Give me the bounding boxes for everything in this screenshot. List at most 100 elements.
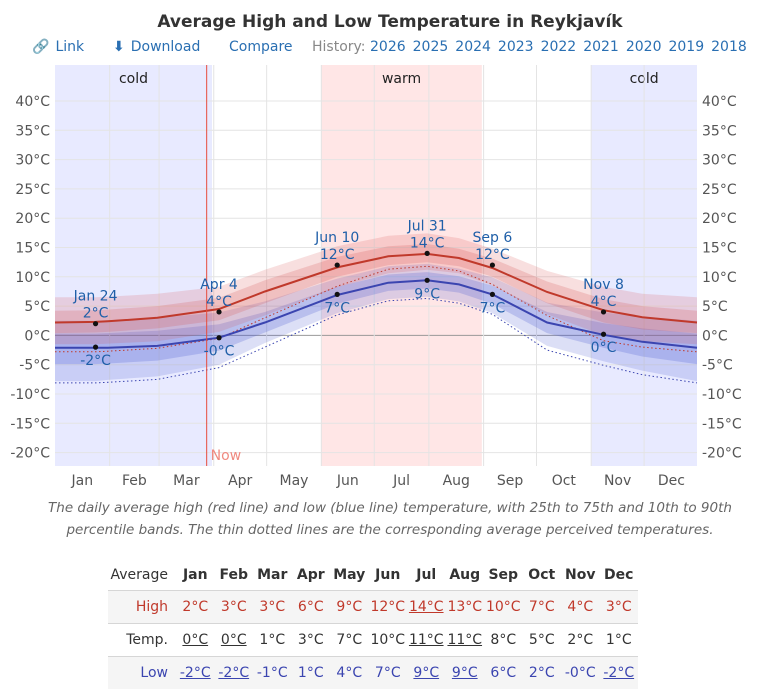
y-tick-label-right: 25°C — [702, 182, 737, 198]
history-year-2022[interactable]: 2022 — [540, 39, 577, 55]
annotation-high-value: 14°C — [410, 235, 445, 251]
y-tick-label-left: 25°C — [15, 182, 50, 198]
table-cell: 1°C — [605, 632, 632, 648]
download-button[interactable]: ⬇ Download — [113, 39, 200, 55]
table-cell: 7°C — [528, 599, 555, 615]
annotation-date: Sep 6 — [473, 230, 513, 246]
table-cell: -1°C — [256, 665, 288, 681]
download-label: Download — [130, 39, 201, 55]
table-cell: 3°C — [259, 599, 286, 615]
month-label: Jun — [336, 473, 359, 489]
y-tick-label-right: 40°C — [702, 94, 737, 110]
high-p10-p90-band — [55, 233, 697, 345]
annotation-high-value: 4°C — [206, 294, 232, 310]
history-year-2025[interactable]: 2025 — [412, 39, 449, 55]
annotation-low-value: 0°C — [591, 340, 617, 356]
high-p25-p75-band — [55, 244, 697, 334]
table-cell: 3°C — [297, 632, 324, 648]
table-row-lo: Low -2°C -2°C -1°C 1°C 4°C 7°C 9°C 9°C 6°C 2°C -0°C… — [108, 656, 638, 689]
high-line — [54, 252, 698, 324]
y-tick-label-right: 5°C — [702, 299, 728, 315]
table-cell: 6°C — [297, 599, 324, 615]
table-month-header: Dec — [599, 560, 638, 591]
y-tick-label-right: -10°C — [702, 387, 742, 403]
link-icon: 🔗 — [32, 39, 50, 55]
annotation-low-value: -2°C — [80, 353, 111, 369]
table-cell: 7°C — [374, 665, 401, 681]
table-month-header: Feb — [214, 560, 253, 591]
annotation-dot-low — [216, 335, 222, 341]
annotation-dot-high — [424, 250, 430, 256]
y-tick-label-left: 20°C — [15, 211, 50, 227]
table-month-header: Jun — [368, 560, 407, 591]
table-month-header: Oct — [522, 560, 561, 591]
y-tick-label-left: 15°C — [15, 241, 50, 257]
chart-title: Average High and Low Temperature in Reyk… — [157, 12, 623, 32]
y-tick-label-right: -20°C — [702, 446, 742, 462]
high-feels-line — [55, 265, 698, 353]
history-year-2024[interactable]: 2024 — [455, 39, 491, 55]
link-label: Link — [55, 39, 85, 55]
month-label: Aug — [443, 473, 470, 489]
history-year-2021[interactable]: 2021 — [583, 39, 619, 55]
history-label: History: — [312, 39, 366, 55]
annotation-dot-low — [92, 344, 99, 350]
history-year-2018[interactable]: 2018 — [711, 39, 747, 55]
table-month-header: May — [330, 560, 369, 591]
annotation-dot-low — [424, 277, 430, 283]
table-cell: 4°C — [567, 599, 594, 615]
y-tick-label-left: -15°C — [10, 416, 50, 432]
table-cell: 11°C — [447, 632, 483, 648]
y-tick-label-right: 15°C — [702, 241, 737, 257]
season-label-cold: cold — [119, 71, 148, 87]
table-cell: 14°C — [408, 599, 444, 615]
annotation-dot-high — [600, 309, 607, 315]
table-month-header: Sep — [484, 560, 523, 591]
month-label: Dec — [658, 473, 685, 489]
table-cell: -2°C — [218, 665, 250, 681]
y-tick-label-left: 40°C — [15, 94, 50, 110]
month-label: Jul — [392, 473, 410, 489]
annotation-high-value: 4°C — [591, 294, 617, 310]
history-year-2026[interactable]: 2026 — [370, 39, 406, 55]
table-cell: 3°C — [220, 599, 247, 615]
annotation-dot-high — [489, 262, 496, 268]
annotation-dot-low — [334, 291, 340, 297]
table-cell: 6°C — [490, 665, 517, 681]
annotation-date: Jul 31 — [407, 218, 447, 234]
table-month-header: Nov — [561, 560, 600, 591]
y-tick-label-right: 20°C — [702, 211, 737, 227]
y-tick-label-left: 30°C — [15, 153, 50, 169]
table-header-row: Average Jan Feb Mar Apr May Jun Jul Aug Sep Oct Nov… — [108, 560, 638, 591]
y-tick-label-right: 30°C — [702, 153, 737, 169]
annotation-low-value: 7°C — [324, 300, 350, 316]
table-cell: 10°C — [485, 599, 521, 615]
annotation-low-value: 7°C — [480, 300, 506, 316]
annotation-dot-high — [334, 262, 340, 268]
annotation-dot-high — [216, 309, 222, 315]
annotation-high-value: 12°C — [475, 247, 510, 263]
history-year-2020[interactable]: 2020 — [625, 39, 662, 55]
compare-button[interactable]: Compare — [229, 39, 293, 55]
annotation-dot-low — [489, 291, 496, 297]
history-year-2023[interactable]: 2023 — [497, 39, 534, 55]
table-row-hi: High 2°C 3°C 3°C 6°C 9°C 12°C 14°C 13°C 10°C 7°C 4°… — [108, 590, 638, 624]
table-row-label: Temp. — [126, 632, 168, 648]
table-cell: 9°C — [451, 665, 478, 681]
table-cell: 12°C — [370, 599, 406, 615]
table-cell: 0°C — [220, 632, 247, 648]
y-tick-label-right: -5°C — [702, 358, 733, 374]
history-year-2019[interactable]: 2019 — [668, 39, 705, 55]
low-p25-p75-band — [55, 272, 697, 365]
low-p10-p90-band — [55, 263, 697, 382]
table-cell: 13°C — [447, 599, 483, 615]
annotation-date: Nov 8 — [583, 277, 624, 293]
month-label: Oct — [552, 473, 577, 489]
table-cell: 2°C — [567, 632, 594, 648]
table-cell: 10°C — [370, 632, 406, 648]
link-button[interactable]: 🔗 Link — [32, 39, 84, 55]
month-label: Feb — [122, 473, 147, 489]
month-label: Jan — [71, 473, 94, 489]
y-tick-label-left: 0°C — [24, 328, 50, 344]
table-cell: 2°C — [528, 665, 555, 681]
